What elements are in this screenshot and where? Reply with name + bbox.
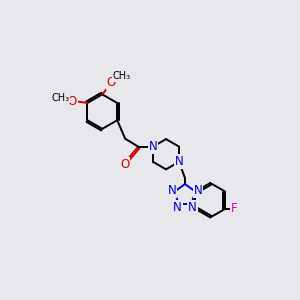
Text: CH₃: CH₃ <box>113 71 131 81</box>
Text: N: N <box>194 184 202 197</box>
Text: O: O <box>120 158 129 171</box>
Text: N: N <box>175 155 184 168</box>
Text: N: N <box>148 140 157 153</box>
Text: N: N <box>173 201 182 214</box>
Text: CH₃: CH₃ <box>51 92 70 103</box>
Text: O: O <box>68 95 77 108</box>
Text: F: F <box>231 202 237 215</box>
Text: O: O <box>106 76 116 89</box>
Text: N: N <box>168 184 176 197</box>
Text: N: N <box>188 201 197 214</box>
